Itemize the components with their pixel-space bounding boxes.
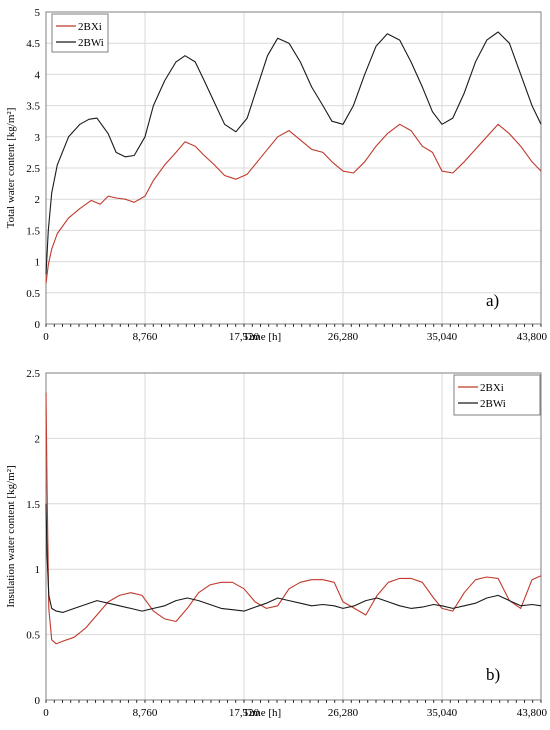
x-axis-label: Time [h]: [243, 331, 281, 343]
legend-box: [453, 374, 541, 416]
x-tick-label: 8,760: [133, 331, 158, 343]
y-tick-label: 2.5: [26, 368, 40, 380]
x-axis-label: Time [h]: [243, 707, 281, 719]
y-axis-label: Insulation water content [kg/m²]: [5, 465, 17, 607]
y-tick-label: 1.5: [26, 499, 40, 511]
x-tick-label: 43,800: [517, 707, 548, 719]
y-tick-label: 3.5: [26, 101, 40, 113]
y-tick-label: 0: [35, 319, 41, 331]
y-tick-label: 3: [35, 132, 41, 144]
y-tick-label: 0: [35, 695, 41, 707]
x-tick-label: 26,280: [328, 707, 359, 719]
panel-label: a): [486, 291, 499, 310]
legend-label: 2BWi: [78, 37, 104, 49]
series-line-2BWi: [45, 503, 542, 613]
x-tick-label: 43,800: [517, 331, 548, 343]
legend-label: 2BWi: [480, 398, 506, 410]
x-tick-label: 26,280: [328, 331, 359, 343]
y-tick-label: 4.5: [26, 38, 40, 50]
legend-label: 2BXi: [480, 382, 504, 394]
x-tick-label: 8,760: [133, 707, 158, 719]
y-tick-label: 4: [35, 69, 41, 81]
series-line-2BXi: [45, 123, 542, 284]
legend-label: 2BXi: [78, 21, 102, 33]
y-tick-label: 0.5: [26, 288, 40, 300]
plot-frame: [45, 372, 542, 701]
x-tick-label: 0: [43, 331, 49, 343]
legend: 2BXi 2BWi: [453, 374, 541, 416]
y-tick-label: 2: [35, 433, 41, 445]
x-tick-label: 0: [43, 707, 49, 719]
y-tick-label: 0.5: [26, 630, 40, 642]
y-tick-label: 2.5: [26, 163, 40, 175]
y-tick-label: 1.5: [26, 225, 40, 237]
legend-box: [51, 13, 109, 53]
chart-panel-a: 0 0.5 1 1.5 2 2.5 3 3.5 4 4.5 5 0 8,760 17,520 26,280 3…: [5, 7, 548, 343]
y-tick-label: 1: [35, 257, 41, 269]
y-tick-label: 2: [35, 194, 41, 206]
legend: 2BXi 2BWi: [51, 13, 109, 53]
y-tick-label: 5: [35, 7, 41, 19]
y-tick-label: 1: [35, 564, 41, 576]
chart-panel-b: 0 0.5 1 1.5 2 2.5 0 8,760 17,520 26,280 35,040 43,8…: [5, 368, 548, 719]
series-line-2BWi: [45, 31, 542, 275]
panel-label: b): [486, 665, 500, 684]
x-tick-label: 17,520: [229, 331, 260, 343]
x-tick-label: 35,040: [427, 707, 458, 719]
series-line-2BXi: [45, 392, 542, 645]
y-axis-label: Total water content [kg/m²]: [5, 108, 17, 229]
x-tick-label: 35,040: [427, 331, 458, 343]
x-tick-label: 17,520: [229, 707, 260, 719]
